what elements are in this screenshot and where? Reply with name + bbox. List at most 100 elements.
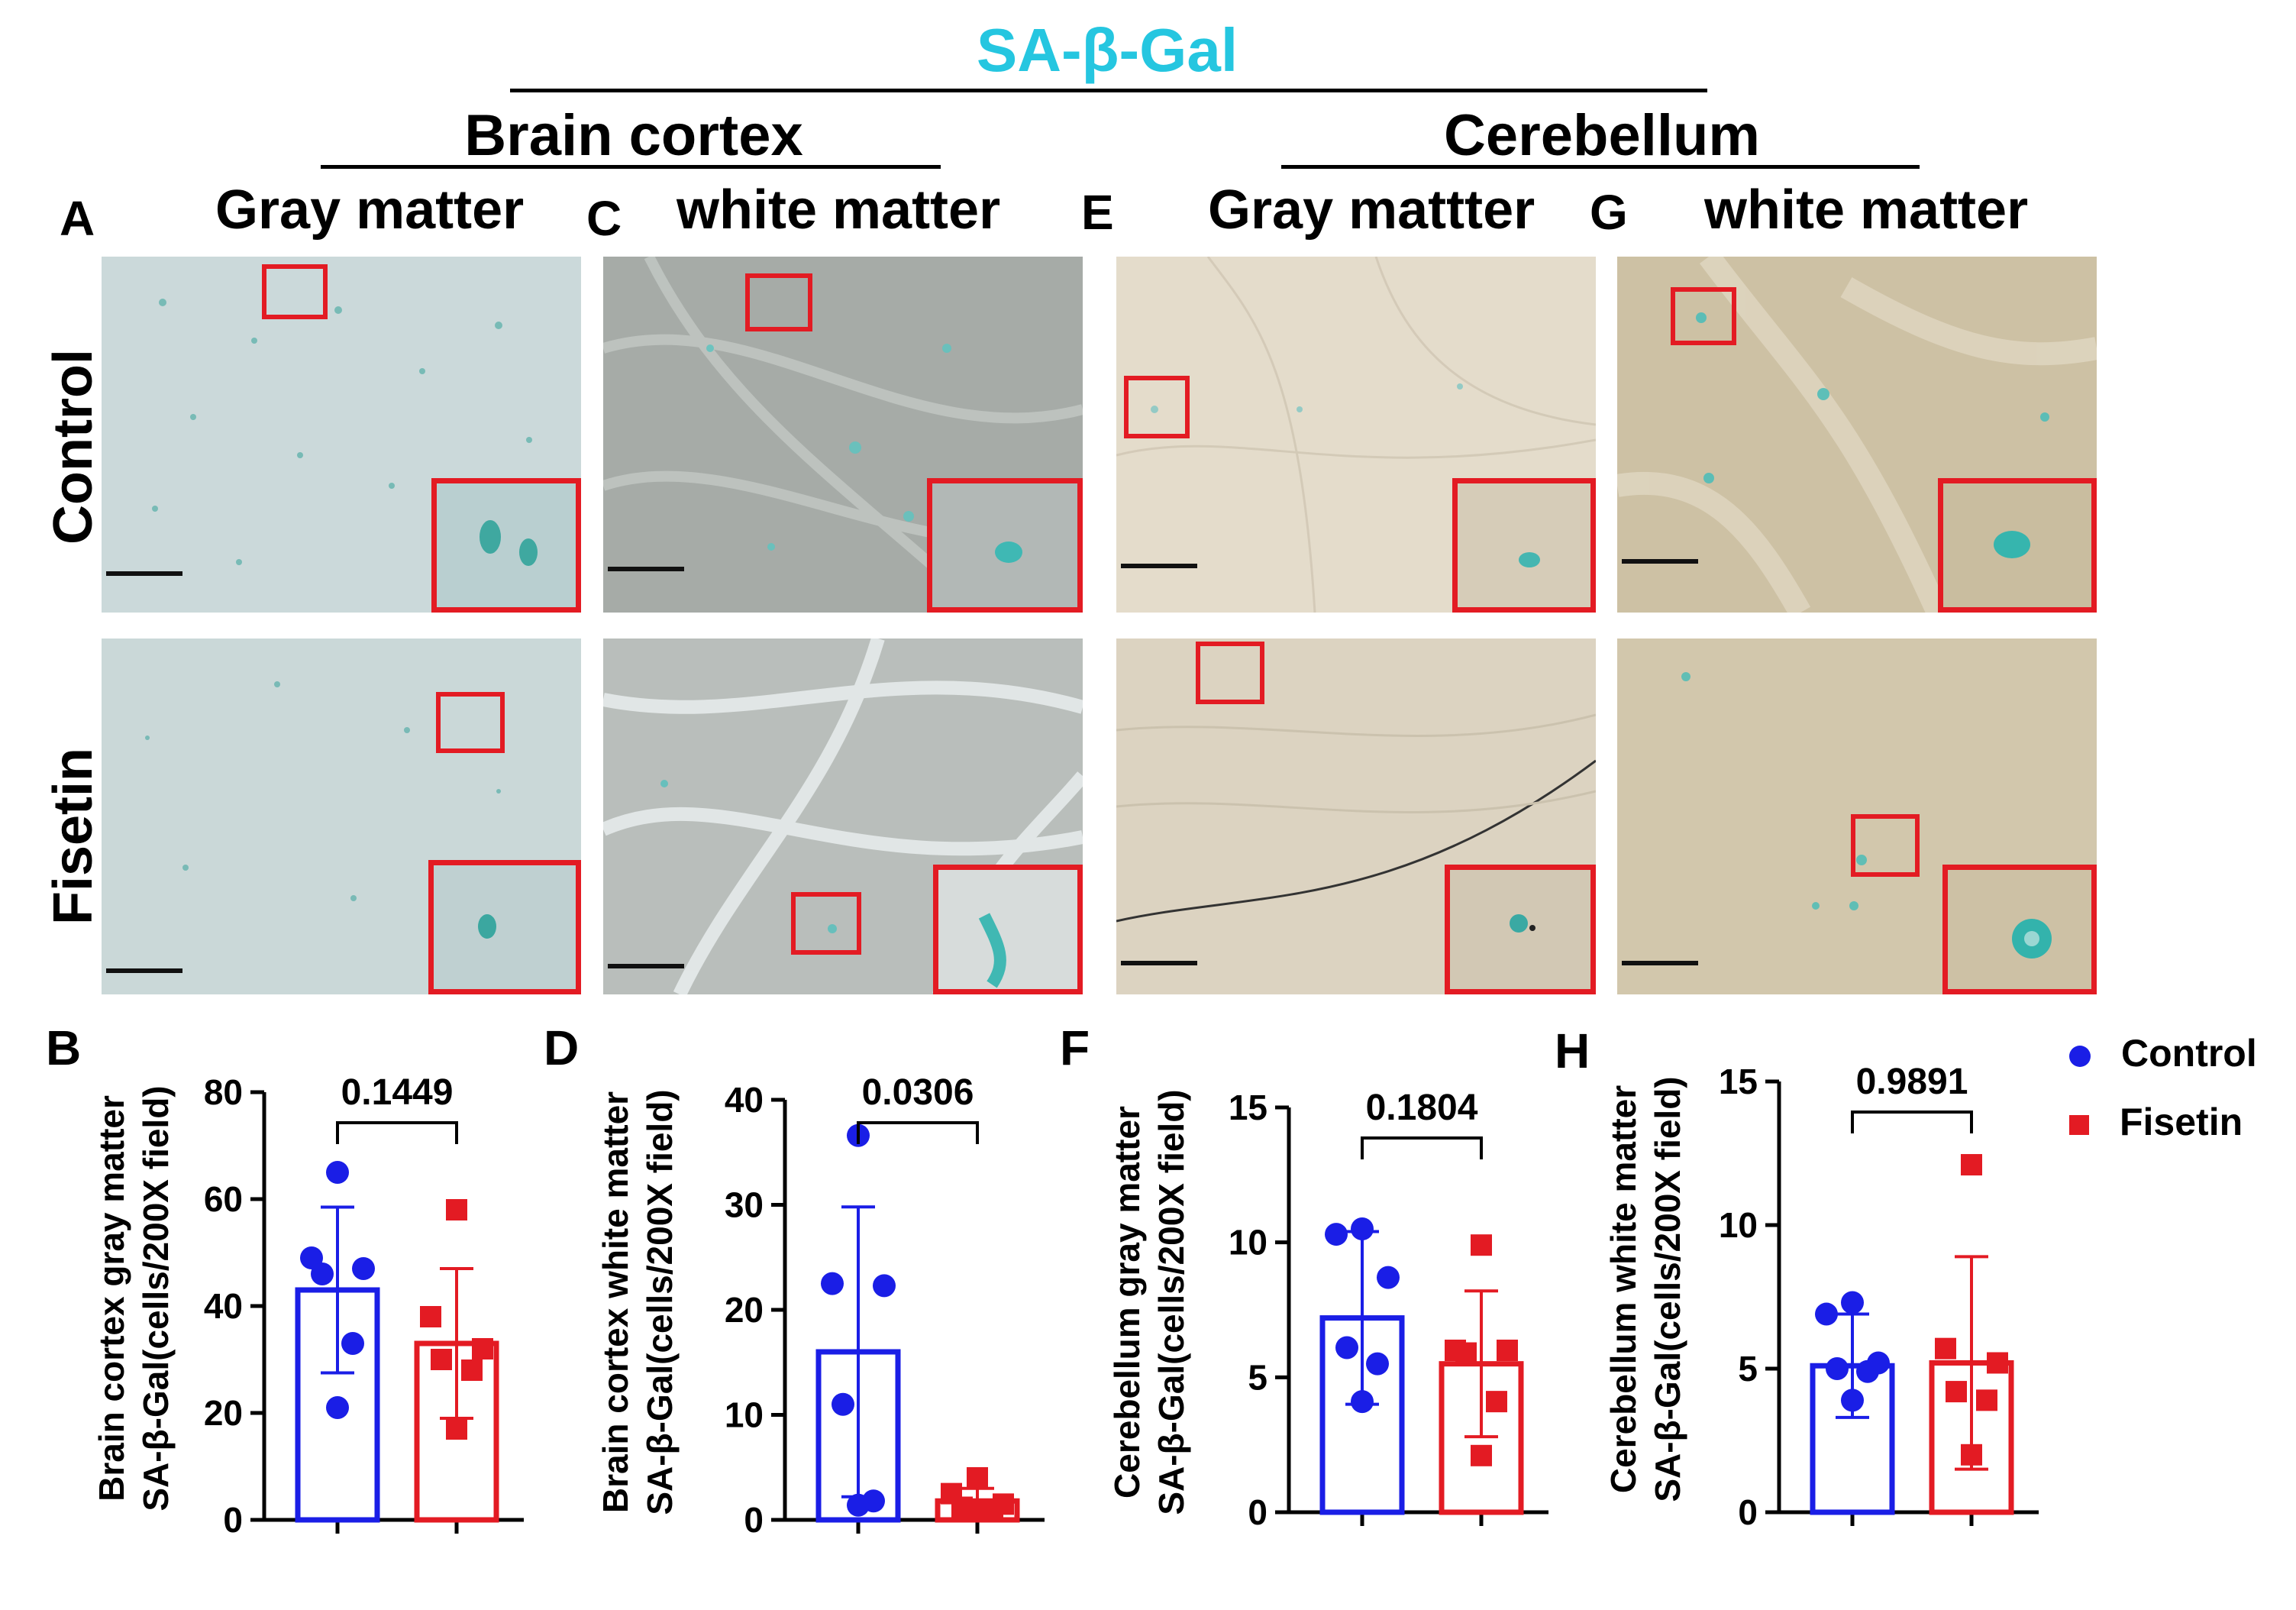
y-tick-label: 40 [204, 1286, 243, 1326]
y-tick-label: 10 [1719, 1205, 1758, 1245]
data-point [967, 1501, 988, 1522]
roi-box [1196, 642, 1264, 704]
y-tick-label: 60 [204, 1179, 243, 1219]
data-point [420, 1306, 441, 1327]
legend-fisetin: Fisetin [2069, 1100, 2243, 1144]
data-point [1486, 1391, 1507, 1413]
panel-title-e: Gray mattter [1208, 179, 1536, 241]
data-point [1856, 1359, 1879, 1383]
y-axis-label: Cerebellum white matter [1603, 1085, 1643, 1493]
data-point [967, 1467, 988, 1489]
data-point [1455, 1342, 1477, 1364]
panel-title-g: white matter [1704, 179, 2029, 241]
micrograph-cortex-gray-control [102, 257, 581, 613]
data-point [1497, 1340, 1518, 1361]
panel-letter-e: E [1081, 185, 1114, 240]
data-point [446, 1418, 467, 1440]
legend-label: Fisetin [2120, 1101, 2243, 1143]
data-point [326, 1396, 349, 1419]
data-point [461, 1359, 483, 1381]
circle-marker-icon [2069, 1045, 2091, 1067]
zoom-inset [1942, 865, 2097, 994]
data-point [431, 1349, 452, 1370]
y-tick-label: 0 [1248, 1492, 1267, 1532]
data-point [1335, 1336, 1358, 1359]
data-point [1351, 1390, 1374, 1414]
micrograph-cortex-gray-fisetin [102, 639, 581, 994]
y-axis-label: Cerebellum gray matter [1107, 1106, 1147, 1498]
brain-cortex-rule [321, 165, 941, 169]
data-point [873, 1274, 896, 1298]
significance-bracket [1851, 1111, 1973, 1133]
significance-bracket [857, 1121, 979, 1144]
zoom-inset [431, 478, 581, 613]
y-axis-label: SA-β-Gal(cells/200X field) [1648, 1076, 1687, 1502]
roi-box [1124, 376, 1190, 438]
scale-bar [608, 567, 684, 571]
data-point [1471, 1234, 1492, 1256]
y-tick-label: 20 [204, 1393, 243, 1433]
data-point [1377, 1266, 1400, 1289]
y-tick-label: 30 [725, 1185, 764, 1225]
panel-title-c: white matter [677, 179, 1001, 241]
data-point [472, 1338, 493, 1359]
y-tick-label: 20 [725, 1290, 764, 1330]
data-point [1351, 1217, 1374, 1240]
roi-box [791, 892, 861, 955]
micrograph-cerebellum-white-control [1617, 257, 2097, 613]
y-tick-label: 10 [725, 1395, 764, 1435]
significance-bracket [336, 1121, 458, 1144]
scale-bar [106, 571, 182, 576]
data-point [1366, 1352, 1389, 1376]
scale-bar [1622, 961, 1698, 965]
scale-bar [1622, 559, 1698, 564]
micrograph-cerebellum-gray-fisetin [1116, 639, 1596, 994]
data-point [832, 1392, 854, 1416]
region-brain-cortex: Brain cortex [464, 103, 803, 168]
y-tick-label: 15 [1229, 1088, 1267, 1127]
panel-letter-a: A [60, 191, 95, 246]
row-label-fisetin: Fisetin [43, 747, 104, 926]
data-point [341, 1332, 364, 1355]
chart-d: Brain cortex white matter SA-β-Gal(cells/… [580, 1016, 1061, 1596]
y-axis-label: SA-β-Gal(cells/200X field) [136, 1085, 176, 1511]
title-rule [510, 89, 1707, 92]
data-point [1325, 1223, 1348, 1246]
square-marker-icon [2069, 1114, 2089, 1135]
data-point [352, 1257, 375, 1280]
scale-bar [1121, 564, 1197, 568]
panel-letter-f: F [1060, 1020, 1090, 1075]
y-axis-label: SA-β-Gal(cells/200X field) [1151, 1089, 1191, 1515]
roi-box [1671, 287, 1736, 345]
data-point [1471, 1444, 1492, 1466]
y-tick-label: 80 [204, 1072, 243, 1112]
data-point [1987, 1352, 2008, 1374]
data-point [1961, 1444, 1982, 1466]
data-point [1976, 1389, 1997, 1411]
cerebellum-rule [1281, 165, 1920, 169]
y-tick-label: 40 [725, 1080, 764, 1120]
y-tick-label: 0 [223, 1500, 243, 1540]
data-point [1815, 1302, 1838, 1326]
legend-control: Control [2069, 1031, 2257, 1075]
scale-bar [1121, 961, 1197, 965]
panel-letter-h: H [1555, 1023, 1590, 1078]
panel-letter-c: C [586, 191, 622, 246]
data-point [1826, 1357, 1849, 1380]
p-value-label: 0.1804 [1366, 1088, 1478, 1128]
p-value-label: 0.9891 [1856, 1062, 1968, 1102]
y-axis-label: Brain cortex white matter [596, 1091, 635, 1513]
scale-bar [106, 968, 182, 973]
y-tick-label: 0 [744, 1500, 764, 1540]
data-point [1841, 1291, 1864, 1314]
y-tick-label: 5 [1248, 1357, 1267, 1397]
data-point [1946, 1381, 1967, 1403]
zoom-inset [1938, 478, 2097, 613]
data-point [1841, 1389, 1864, 1412]
y-tick-label: 10 [1229, 1223, 1267, 1262]
region-cerebellum: Cerebellum [1444, 103, 1760, 168]
data-point [311, 1262, 334, 1285]
zoom-inset [927, 478, 1083, 613]
p-value-label: 0.0306 [862, 1072, 974, 1113]
roi-box [436, 692, 505, 753]
